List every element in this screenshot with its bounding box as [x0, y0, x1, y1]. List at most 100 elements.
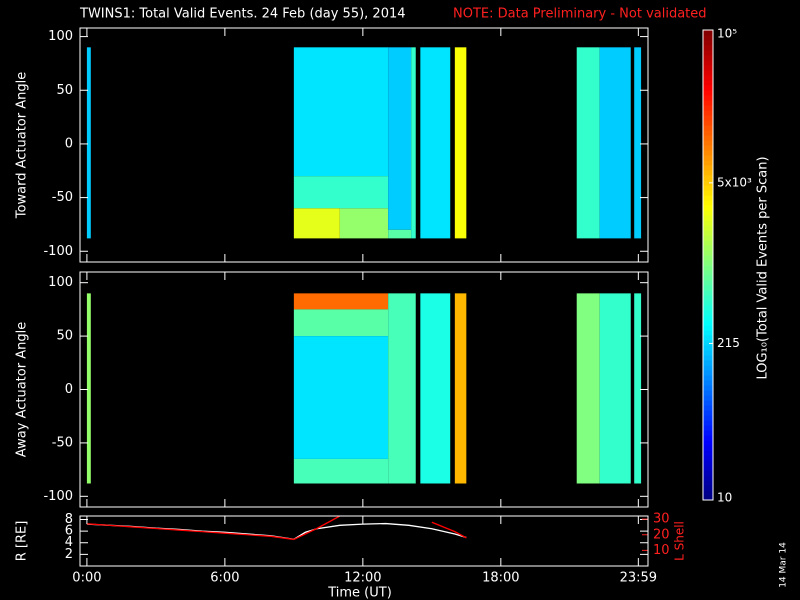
colorbar-step: [703, 485, 713, 491]
note: NOTE: Data Preliminary - Not validated: [453, 7, 707, 22]
heatmap-cell: [388, 293, 416, 484]
colorbar-step: [703, 135, 713, 141]
colorbar-step: [703, 155, 713, 161]
colorbar-step: [703, 65, 713, 71]
y-tick-label: -100: [43, 489, 73, 504]
colorbar-label: LOG₁₀(Total Valid Events per Scan): [756, 156, 771, 379]
colorbar-step: [703, 230, 713, 236]
colorbar-step: [703, 290, 713, 296]
colorbar-step: [703, 150, 713, 156]
line: [86, 516, 467, 541]
panel: [86, 516, 467, 541]
heatmap-cell: [86, 293, 91, 484]
colorbar-step: [703, 310, 713, 316]
colorbar-step: [703, 55, 713, 61]
colorbar-step: [703, 245, 713, 251]
y-tick-label: 8: [65, 512, 73, 527]
x-tick-label: 18:00: [482, 571, 519, 586]
y-tick-label: 6: [65, 524, 73, 539]
heatmap-cell: [576, 47, 600, 239]
colorbar-step: [703, 335, 713, 341]
colorbar-step: [703, 480, 713, 486]
date-stamp: 14 Mar 14: [779, 542, 789, 588]
colorbar-step: [703, 460, 713, 466]
colorbar-step: [703, 215, 713, 221]
y-tick-label: -50: [52, 435, 73, 450]
colorbar-step: [703, 410, 713, 416]
colorbar-step: [703, 425, 713, 431]
y-tick-label: 4: [65, 535, 73, 550]
colorbar-step: [703, 445, 713, 451]
colorbar-step: [703, 475, 713, 481]
x-tick-label: 6:00: [210, 571, 239, 586]
heatmap-cell: [420, 47, 451, 239]
colorbar-step: [703, 115, 713, 121]
colorbar-step: [703, 315, 713, 321]
colorbar-step: [703, 270, 713, 276]
colorbar-step: [703, 455, 713, 461]
colorbar-step: [703, 160, 713, 166]
colorbar-step: [703, 265, 713, 271]
heatmap-cell: [599, 47, 631, 239]
colorbar-step: [703, 85, 713, 91]
colorbar-step: [703, 105, 713, 111]
colorbar-step: [703, 465, 713, 471]
colorbar-step: [703, 405, 713, 411]
heatmap-cell: [86, 47, 91, 239]
panel-frame: [79, 515, 649, 567]
colorbar-step: [703, 345, 713, 351]
chart-title: TWINS1: Total Valid Events. 24 Feb (day …: [79, 7, 406, 22]
colorbar-step: [703, 200, 713, 206]
colorbar-step: [703, 450, 713, 456]
colorbar-step: [703, 110, 713, 116]
colorbar-step: [703, 205, 713, 211]
colorbar-step: [703, 420, 713, 426]
colorbar-step: [703, 250, 713, 256]
colorbar-step: [703, 470, 713, 476]
colorbar-step: [703, 285, 713, 291]
colorbar-step: [703, 70, 713, 76]
heatmap-cell: [576, 293, 600, 484]
heatmap-cell: [339, 208, 389, 239]
colorbar-step: [703, 330, 713, 336]
colorbar-step: [703, 195, 713, 201]
y-tick-label: 50: [56, 329, 73, 344]
colorbar-step: [703, 340, 713, 346]
colorbar-step: [703, 495, 713, 501]
colorbar-step: [703, 295, 713, 301]
y-tick-label: -100: [43, 244, 73, 259]
heatmap-cell: [634, 293, 642, 484]
colorbar-step: [703, 355, 713, 361]
colorbar-step: [703, 170, 713, 176]
colorbar-step: [703, 305, 713, 311]
colorbar-step: [703, 140, 713, 146]
heatmap-cell: [293, 47, 389, 177]
colorbar-step: [703, 220, 713, 226]
heatmap-cell: [388, 229, 412, 239]
colorbar-step: [703, 180, 713, 186]
colorbar-step: [703, 280, 713, 286]
colorbar-step: [703, 415, 713, 421]
colorbar-step: [703, 435, 713, 441]
x-tick-label: 12:00: [344, 571, 381, 586]
colorbar-step: [703, 350, 713, 356]
colorbar-step: [703, 130, 713, 136]
colorbar-step: [703, 395, 713, 401]
panel-frame: [79, 271, 649, 508]
colorbar-step: [703, 400, 713, 406]
colorbar-step: [703, 375, 713, 381]
panel: [86, 47, 642, 239]
colorbar-step: [703, 95, 713, 101]
y2-tick-label: 30: [653, 512, 670, 527]
y-tick-label: -50: [52, 190, 73, 205]
colorbar-step: [703, 175, 713, 181]
colorbar-step: [703, 50, 713, 56]
heatmap-cell: [293, 458, 389, 484]
colorbar-tick-label: 5x10³: [717, 175, 752, 189]
colorbar-step: [703, 490, 713, 496]
colorbar-step: [703, 120, 713, 126]
colorbar-step: [703, 300, 713, 306]
colorbar-step: [703, 100, 713, 106]
colorbar-step: [703, 390, 713, 396]
y-tick-label: 100: [48, 29, 73, 44]
